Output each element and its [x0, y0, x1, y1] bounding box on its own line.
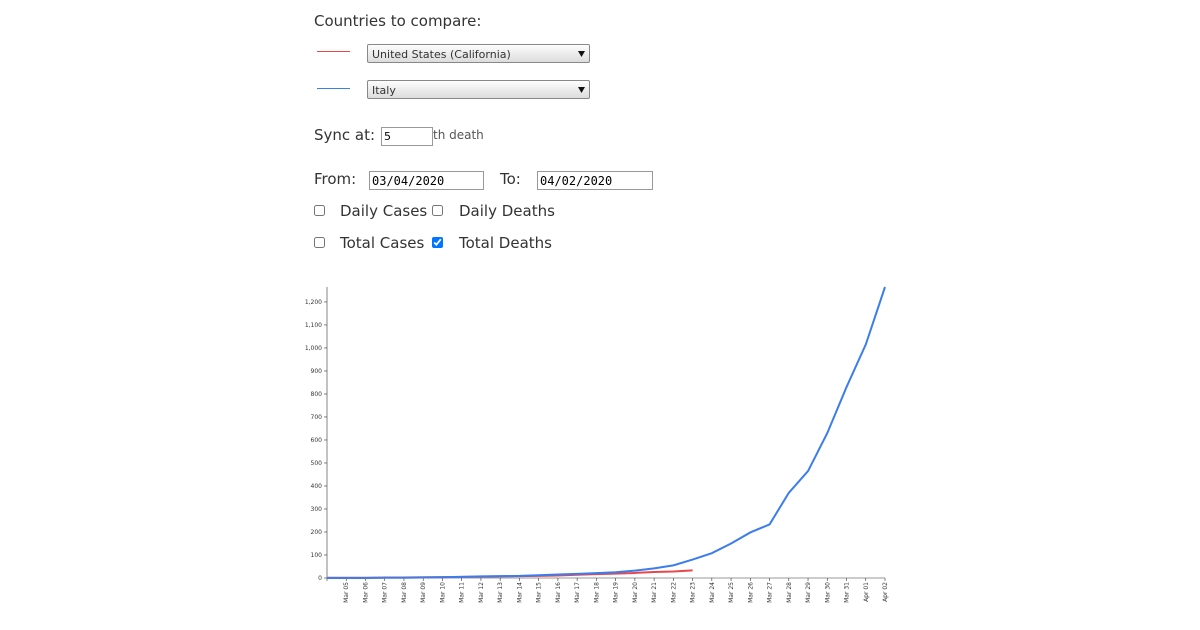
x-tick-label: Mar 27: [767, 582, 774, 603]
select-text: Italy: [372, 84, 396, 97]
legend-swatch: [317, 51, 350, 52]
checkbox-label: Daily Cases: [340, 202, 428, 220]
x-tick-label: Mar 11: [459, 582, 466, 603]
x-tick-label: Mar 18: [593, 582, 600, 603]
checkbox-label: Daily Deaths: [459, 202, 555, 220]
from-label: From:: [314, 170, 357, 188]
checkbox[interactable]: [314, 205, 325, 216]
x-tick-label: Mar 30: [824, 582, 831, 603]
checkbox-label: Total Cases: [340, 234, 425, 252]
y-tick-label: 500: [311, 460, 323, 467]
y-tick-label: 1,000: [305, 345, 322, 352]
x-tick-label: Mar 29: [805, 582, 812, 603]
y-tick-label: 100: [311, 552, 323, 559]
x-tick-label: Mar 23: [690, 582, 697, 603]
x-tick-label: Mar 19: [613, 582, 620, 603]
x-tick-label: Mar 05: [343, 582, 350, 603]
sync-label: Sync at:: [314, 126, 376, 144]
to-label: To:: [500, 170, 521, 188]
y-tick-label: 200: [311, 529, 323, 536]
x-tick-label: Mar 07: [382, 582, 389, 603]
from-input[interactable]: [369, 171, 484, 190]
x-tick-label: Mar 13: [497, 582, 504, 603]
checkbox[interactable]: [432, 205, 443, 216]
y-tick-label: 400: [311, 483, 323, 490]
heading: Countries to compare:: [314, 12, 482, 30]
x-tick-label: Mar 26: [747, 582, 754, 603]
sync-suffix: th death: [433, 128, 484, 142]
x-tick-label: Mar 14: [516, 582, 523, 603]
y-tick-label: 1,200: [305, 299, 322, 306]
y-tick-label: 1,100: [305, 322, 322, 329]
country-select[interactable]: Italy: [367, 80, 590, 99]
x-tick-label: Mar 10: [439, 582, 446, 603]
x-tick-label: Mar 21: [651, 582, 658, 603]
x-tick-label: Mar 06: [362, 582, 369, 603]
sync-input[interactable]: [381, 127, 433, 146]
checkbox[interactable]: [432, 237, 443, 248]
y-tick-label: 0: [318, 575, 322, 582]
caret: [578, 87, 585, 93]
series-line: [327, 569, 693, 579]
x-tick-label: Mar 09: [420, 582, 427, 603]
y-tick-label: 600: [311, 437, 323, 444]
x-tick-label: Mar 20: [632, 582, 639, 603]
x-tick-label: Mar 16: [555, 582, 562, 603]
series-line: [327, 286, 886, 579]
to-input[interactable]: [537, 171, 653, 190]
x-tick-label: Apr 01: [863, 582, 870, 602]
x-tick-label: Mar 24: [709, 582, 716, 603]
x-tick-label: Mar 22: [670, 582, 677, 603]
x-tick-label: Mar 08: [401, 582, 408, 603]
y-tick-label: 300: [311, 506, 323, 513]
y-tick-label: 700: [311, 414, 323, 421]
x-tick-label: Mar 15: [536, 582, 543, 603]
country-select[interactable]: United States (California): [367, 44, 590, 63]
legend-swatch: [317, 88, 350, 89]
caret: [578, 51, 585, 57]
x-tick-label: Mar 31: [844, 582, 851, 603]
y-tick-label: 800: [311, 391, 323, 398]
x-tick-label: Mar 12: [478, 582, 485, 603]
x-tick-label: Mar 28: [786, 582, 793, 603]
checkbox-label: Total Deaths: [459, 234, 552, 252]
checkbox[interactable]: [314, 237, 325, 248]
x-tick-label: Mar 25: [728, 582, 735, 603]
y-tick-label: 900: [311, 368, 323, 375]
select-text: United States (California): [372, 48, 511, 61]
x-tick-label: Mar 17: [574, 582, 581, 603]
x-tick-label: Apr 02: [882, 582, 889, 602]
